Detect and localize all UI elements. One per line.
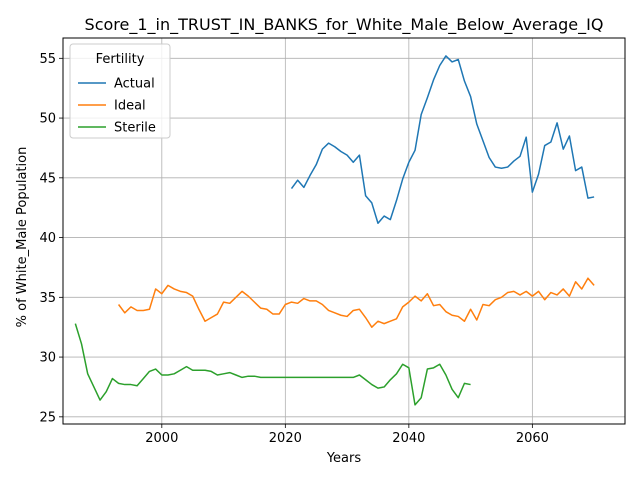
x-tick-label: 2040 (392, 431, 425, 446)
plot-frame (62, 37, 626, 425)
legend-entry-ideal: Ideal (114, 99, 146, 114)
legend: Fertility Actual Ideal Sterile (69, 43, 171, 139)
series-line-ideal (117, 277, 595, 328)
y-tick-label: 55 (39, 52, 56, 67)
y-tick-label: 30 (39, 351, 56, 366)
x-tick-label: 2060 (516, 431, 549, 446)
series-line-actual (290, 55, 595, 224)
legend-entry-actual: Actual (114, 77, 155, 92)
x-axis: 2000 2020 2040 2060 (145, 424, 549, 446)
y-tick-label: 40 (39, 231, 56, 246)
y-tick-label: 35 (39, 291, 56, 306)
y-axis: 25 30 35 40 45 50 55 (39, 52, 63, 425)
y-tick-label: 25 (39, 410, 56, 425)
series-lines (74, 55, 595, 406)
legend-box (69, 43, 171, 139)
legend-title: Fertility (96, 52, 145, 67)
y-tick-label: 45 (39, 171, 56, 186)
chart-title: Score_1_in_TRUST_IN_BANKS_for_White_Male… (85, 15, 604, 35)
legend-entry-sterile: Sterile (114, 121, 156, 136)
x-tick-label: 2000 (145, 431, 178, 446)
x-axis-label: Years (326, 451, 362, 466)
x-tick-label: 2020 (269, 431, 302, 446)
y-axis-label: % of White_Male Population (15, 147, 30, 328)
y-tick-label: 50 (39, 112, 56, 127)
series-line-sterile (74, 323, 471, 406)
